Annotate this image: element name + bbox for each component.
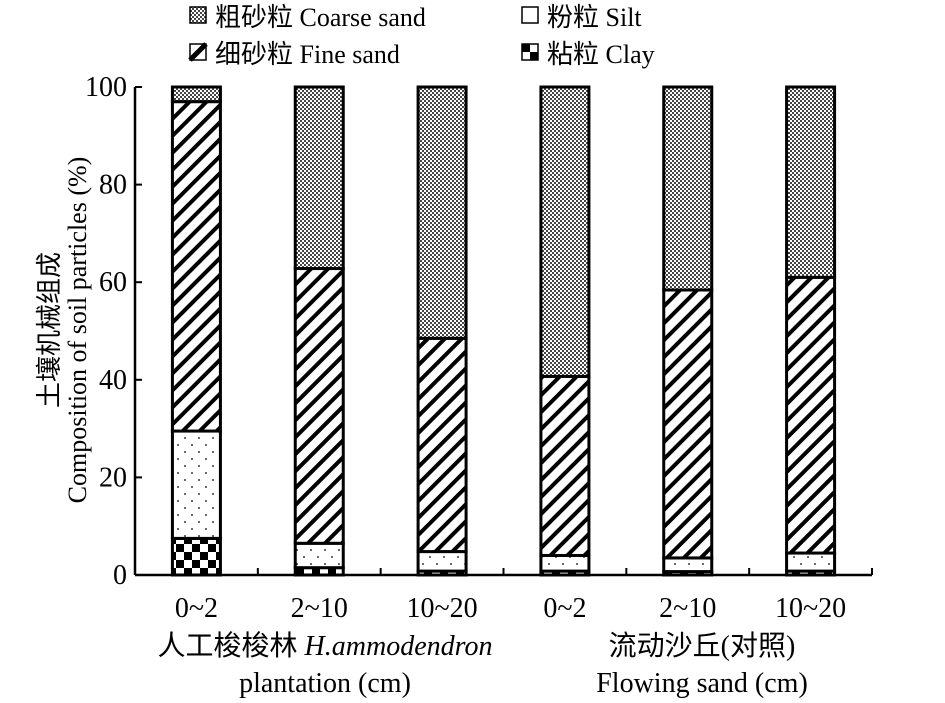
y-tick-label: 40 [99, 365, 127, 396]
y-tick-label: 60 [99, 267, 127, 298]
x-tick-label: 2~10 [659, 593, 716, 624]
legend-item-coarse-sand: 粗砂粒 Coarse sand [189, 3, 426, 32]
bar-segment-silt-1 [293, 541, 345, 570]
x-tick-label: 10~20 [775, 593, 846, 624]
bar-segment-coarse-4 [662, 85, 714, 292]
bar-segment-clay-0 [170, 536, 222, 577]
x-tick-label: 0~2 [175, 593, 218, 624]
group-label-flowing-sand: 流动沙丘(对照) Flowing sand (cm) [596, 630, 808, 699]
bar-segment-silt-4 [662, 556, 714, 574]
bar-segment-silt-0 [170, 429, 222, 540]
legend-item-clay: 粘粒 Clay [521, 40, 655, 69]
bar-segment-silt-2 [416, 550, 468, 573]
bar-segment-silt-5 [785, 551, 837, 573]
bar-segment-coarse-0 [170, 85, 222, 104]
y-axis-title-cn: 土壤机械组成 [35, 252, 64, 408]
x-tick-label: 2~10 [291, 593, 348, 624]
bar-segment-silt-3 [539, 553, 591, 573]
bar-segment-fine-1 [293, 267, 345, 545]
legend-item-silt: 粉粒 Silt [521, 3, 642, 32]
group-label-plantation-line1: 人工梭梭林 H.ammodendron [158, 630, 493, 662]
bar-segment-coarse-5 [785, 85, 837, 279]
group-label-flowing-sand-line1: 流动沙丘(对照) [609, 630, 796, 662]
legend-swatch-coarse-sand [189, 6, 207, 24]
bars-layer [170, 85, 837, 577]
bar-segment-fine-3 [539, 374, 591, 557]
bar-segment-fine-2 [416, 336, 468, 554]
legend-label-coarse-sand: 粗砂粒 Coarse sand [215, 3, 426, 32]
bar-segment-fine-0 [170, 100, 222, 433]
y-tick-label: 80 [99, 170, 127, 201]
legend-swatch-fine-sand-hatch [188, 42, 208, 62]
group-label-plantation-line2: plantation (cm) [239, 668, 411, 699]
bar-segment-coarse-1 [293, 85, 345, 271]
y-tick-label: 20 [99, 462, 127, 493]
legend: 粗砂粒 Coarse sand 粉粒 Silt 细砂粒 Fine sand 粘粒… [188, 3, 655, 69]
legend-label-fine-sand: 细砂粒 Fine sand [215, 40, 400, 69]
bar-segment-fine-5 [785, 275, 837, 555]
legend-label-clay: 粘粒 Clay [547, 40, 655, 69]
y-axis-title: 土壤机械组成 Composition of soil particles (%) [35, 157, 92, 504]
group-label-flowing-sand-line2: Flowing sand (cm) [596, 668, 808, 699]
y-tick-label: 100 [85, 72, 127, 103]
bar-segment-coarse-3 [539, 85, 591, 378]
legend-item-fine-sand: 细砂粒 Fine sand [188, 40, 400, 69]
legend-swatch-clay-fill-2 [530, 52, 538, 60]
legend-swatch-clay-fill [522, 44, 530, 52]
y-axis-title-en: Composition of soil particles (%) [63, 157, 92, 504]
bar-segment-fine-4 [662, 288, 714, 560]
x-tick-labels-layer: 0~2 2~10 10~20 0~2 2~10 10~20 [175, 593, 846, 624]
x-tick-label: 0~2 [543, 593, 586, 624]
x-tick-label: 10~20 [407, 593, 478, 624]
legend-label-silt: 粉粒 Silt [547, 3, 642, 32]
group-label-plantation: 人工梭梭林 H.ammodendron plantation (cm) [158, 630, 493, 699]
bar-segment-coarse-2 [416, 85, 468, 340]
legend-swatch-silt [521, 6, 539, 24]
y-tick-label: 0 [113, 560, 127, 591]
y-ticks-layer: 0 20 40 60 80 100 [85, 72, 142, 591]
axes-layer [133, 87, 873, 577]
